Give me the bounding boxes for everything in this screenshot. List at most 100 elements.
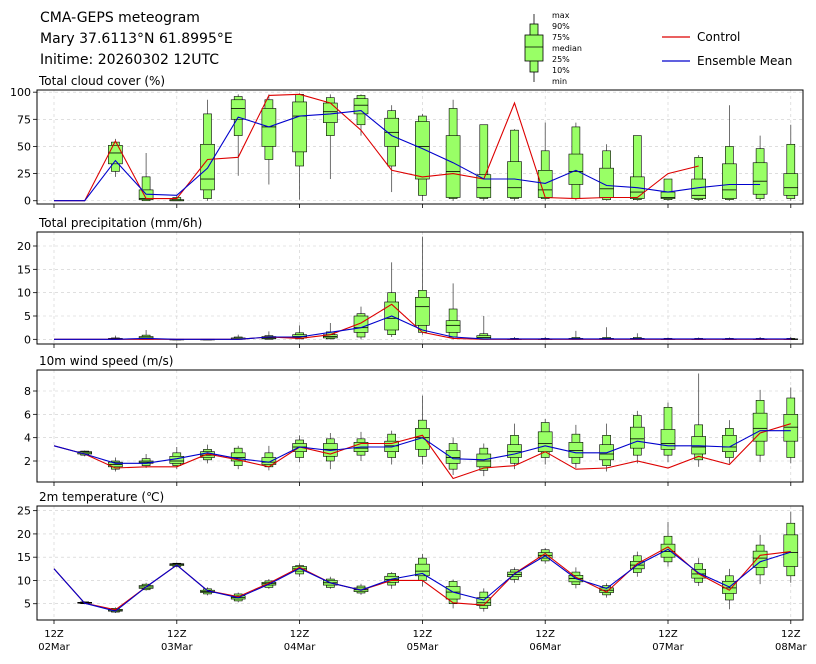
y-tick-label: 8	[24, 385, 31, 398]
x-tick-label-date: 07Mar	[652, 642, 684, 653]
box-iqr	[415, 428, 430, 450]
box-plot	[537, 419, 553, 465]
y-tick-label: 10	[17, 574, 31, 587]
box-iqr	[292, 101, 307, 153]
y-tick-label: 15	[17, 551, 31, 564]
y-tick-label: 0	[24, 333, 31, 346]
box-plot	[384, 262, 400, 337]
figure-title: CMA-GEPS meteogram	[40, 10, 200, 26]
ensemble-mean-line	[54, 110, 761, 202]
box-plot	[783, 387, 799, 464]
box-plot	[261, 94, 277, 185]
legend-control-label: Control	[697, 30, 740, 44]
y-tick-label: 5	[24, 598, 31, 611]
panel-2: 10m wind speed (m/s) 2 4 6 8	[24, 354, 804, 486]
x-tick-label-time: 12Z	[658, 629, 678, 640]
box-plot	[138, 152, 154, 202]
box-plot	[384, 105, 400, 193]
box-iqr	[752, 412, 768, 442]
y-tick-label: 50	[17, 140, 31, 153]
box-iqr	[783, 173, 799, 196]
box-plot	[200, 99, 215, 201]
x-tick-label-time: 12Z	[44, 629, 64, 640]
box-plot	[691, 155, 707, 201]
box-iqr	[445, 450, 461, 464]
box-plot	[691, 373, 707, 467]
x-tick-label-date: 06Mar	[529, 642, 561, 653]
box-plot	[752, 135, 768, 201]
legend-key-p90: 90%	[552, 22, 570, 31]
box-iqr	[722, 435, 737, 452]
box-iqr	[445, 135, 461, 198]
y-tick-label: 4	[24, 432, 31, 445]
box-p10-p90	[694, 157, 704, 200]
box-plot	[322, 433, 338, 470]
box-iqr	[353, 315, 369, 333]
box-iqr	[445, 586, 461, 600]
panel-0: Total cloud cover (%) 0 25 50 75 100	[10, 74, 804, 208]
legend-key-p25: 25%	[552, 55, 570, 64]
y-tick-label: 20	[17, 528, 31, 541]
panel-frame	[36, 505, 804, 621]
x-tick-label-time: 12Z	[167, 629, 187, 640]
y-tick-label: 20	[17, 240, 31, 253]
box-plot	[384, 430, 400, 465]
control-line	[53, 423, 791, 480]
box-iqr	[722, 163, 737, 199]
initime-title: Initime: 20260302 12UTC	[40, 52, 219, 68]
legend-key-min: min	[552, 77, 567, 86]
box-plot	[599, 583, 614, 598]
box-iqr	[415, 121, 430, 180]
box-plot	[752, 389, 768, 463]
box-iqr	[629, 426, 645, 449]
box-plot	[629, 135, 645, 201]
box-plot	[476, 124, 492, 201]
box-p10-p90	[479, 124, 489, 199]
x-tick-label-time: 12Z	[535, 629, 555, 640]
box-plot	[568, 567, 584, 589]
x-tick-label-date: 05Mar	[407, 642, 439, 653]
box-plot	[292, 435, 307, 463]
box-iqr	[752, 162, 768, 195]
box-plot	[722, 568, 737, 610]
box-p10-p90	[632, 135, 642, 200]
ensemble-mean-line	[53, 548, 791, 612]
series-legend: Control Ensemble Mean	[662, 30, 792, 68]
y-tick-label: 15	[17, 263, 31, 276]
box-plot	[415, 395, 430, 465]
y-tick-label: 6	[24, 408, 31, 421]
box-plot	[537, 122, 553, 201]
box-iqr	[537, 431, 553, 452]
legend-key-median: median	[552, 44, 582, 53]
panel-frame	[36, 231, 804, 345]
box-plot	[660, 402, 676, 463]
box-iqr	[415, 297, 430, 326]
panel-title: 2m temperature (℃)	[39, 490, 164, 504]
location-title: Mary 37.6113°N 61.8995°E	[40, 31, 233, 47]
x-tick-label-date: 02Mar	[38, 642, 70, 653]
y-tick-label: 2	[24, 455, 31, 468]
control-line	[54, 93, 699, 202]
box-iqr	[476, 453, 492, 468]
box-plot	[353, 431, 369, 461]
x-tick-label-time: 12Z	[290, 629, 310, 640]
y-tick-label: 25	[17, 505, 31, 518]
box-plot	[599, 423, 614, 472]
legend-key-max: max	[552, 11, 570, 20]
panel-1: Total precipitation (mm/6h) 0 5 10 15 20	[17, 216, 804, 348]
panel-title: Total precipitation (mm/6h)	[38, 216, 202, 230]
legend-key-p10: 10%	[552, 66, 570, 75]
box-plot	[629, 410, 645, 464]
box-iqr	[445, 320, 461, 333]
box-iqr	[507, 444, 522, 458]
box-iqr	[415, 563, 430, 577]
box-iqr	[752, 550, 768, 568]
x-tick-label-date: 08Mar	[775, 642, 807, 653]
box-p10-p90	[663, 178, 673, 200]
box-p10-p90	[141, 176, 151, 202]
box-plot	[138, 454, 154, 468]
box-iqr	[783, 534, 799, 567]
box-plot	[783, 124, 799, 201]
